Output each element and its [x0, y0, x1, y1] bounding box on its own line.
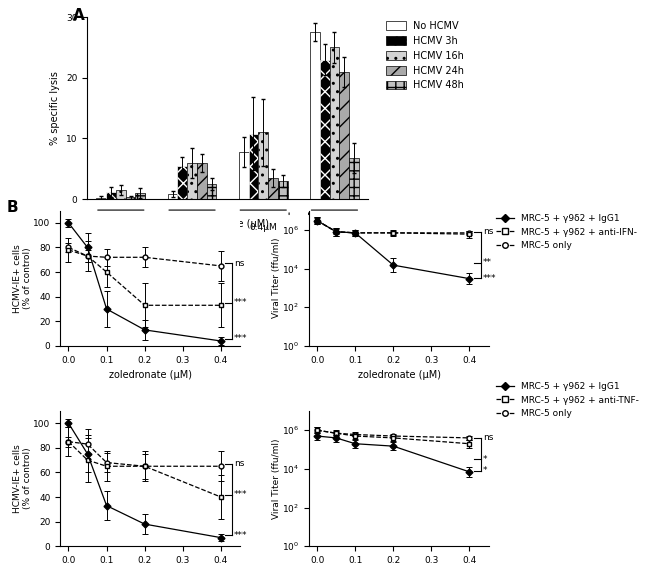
- Text: 0: 0: [118, 223, 124, 232]
- Text: ns: ns: [234, 259, 245, 268]
- Bar: [278, 181, 287, 199]
- Bar: [126, 197, 135, 199]
- Text: ns: ns: [483, 434, 493, 443]
- Text: *: *: [483, 467, 487, 475]
- Legend: MRC-5 + γ9δ2 + IgG1, MRC-5 + γ9δ2 + anti-TNF-, MRC-5 only: MRC-5 + γ9δ2 + IgG1, MRC-5 + γ9δ2 + anti…: [492, 378, 643, 422]
- Text: ***: ***: [234, 490, 248, 499]
- X-axis label: zoledronate (μM): zoledronate (μM): [186, 218, 269, 229]
- Bar: [178, 166, 187, 199]
- Text: ***: ***: [234, 531, 248, 539]
- Bar: [135, 193, 145, 199]
- Text: 1μM: 1μM: [325, 223, 344, 232]
- Bar: [96, 198, 107, 199]
- Bar: [197, 163, 206, 199]
- Bar: [206, 184, 216, 199]
- Bar: [259, 133, 268, 199]
- Y-axis label: Viral Titer (ffu/ml): Viral Titer (ffu/ml): [271, 238, 281, 319]
- X-axis label: zoledronate (μM): zoledronate (μM): [109, 370, 192, 380]
- X-axis label: zoledronate (μM): zoledronate (μM): [358, 370, 440, 380]
- Bar: [349, 158, 359, 199]
- Bar: [249, 134, 259, 199]
- Y-axis label: HCMV-IE+ cells
(% of control): HCMV-IE+ cells (% of control): [13, 244, 32, 312]
- Legend: No HCMV, HCMV 3h, HCMV 16h, HCMV 24h, HCMV 48h: No HCMV, HCMV 3h, HCMV 16h, HCMV 24h, HC…: [382, 17, 468, 94]
- Bar: [239, 152, 249, 199]
- Bar: [116, 190, 126, 199]
- Y-axis label: % specific lysis: % specific lysis: [50, 71, 60, 145]
- Legend: MRC-5 + γ9δ2 + IgG1, MRC-5 + γ9δ2 + anti-IFN-, MRC-5 only: MRC-5 + γ9δ2 + IgG1, MRC-5 + γ9δ2 + anti…: [492, 211, 641, 254]
- Bar: [320, 60, 330, 199]
- Bar: [168, 194, 178, 199]
- Bar: [187, 163, 197, 199]
- Bar: [268, 178, 278, 199]
- Text: A: A: [73, 8, 85, 23]
- Bar: [310, 32, 320, 199]
- Text: ***: ***: [234, 298, 248, 307]
- Text: B: B: [6, 200, 18, 215]
- Bar: [330, 47, 339, 199]
- Bar: [107, 192, 116, 199]
- Text: *: *: [483, 455, 487, 464]
- Text: ***: ***: [483, 274, 496, 283]
- Bar: [339, 72, 349, 199]
- Text: **: **: [483, 258, 492, 267]
- Text: 0.4μM: 0.4μM: [249, 223, 277, 232]
- Text: 0.2μM: 0.2μM: [178, 223, 206, 232]
- Y-axis label: Viral Titer (ffu/ml): Viral Titer (ffu/ml): [271, 438, 281, 519]
- Y-axis label: HCMV-IE+ cells
(% of control): HCMV-IE+ cells (% of control): [13, 444, 32, 513]
- Text: ***: ***: [234, 334, 248, 343]
- Text: ns: ns: [483, 227, 493, 236]
- Text: ns: ns: [234, 459, 245, 468]
